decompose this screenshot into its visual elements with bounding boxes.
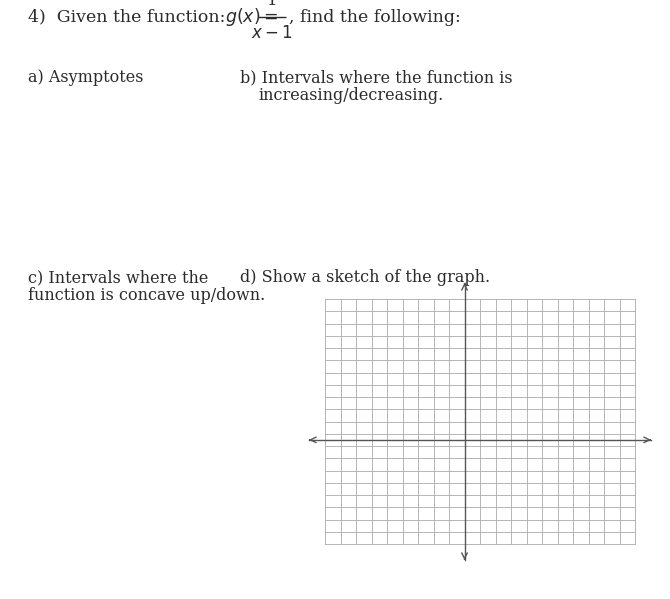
Text: $g(x)=$: $g(x)=$: [225, 6, 278, 28]
Text: , find the following:: , find the following:: [289, 8, 461, 26]
Text: $x-1$: $x-1$: [251, 25, 293, 42]
Text: c) Intervals where the: c) Intervals where the: [28, 269, 208, 286]
Text: 4)  Given the function:: 4) Given the function:: [28, 8, 225, 26]
Text: 1: 1: [267, 0, 277, 9]
Text: b) Intervals where the function is: b) Intervals where the function is: [240, 69, 513, 86]
Text: function is concave up/down.: function is concave up/down.: [28, 287, 265, 304]
Text: d) Show a sketch of the graph.: d) Show a sketch of the graph.: [240, 269, 490, 286]
Text: a) Asymptotes: a) Asymptotes: [28, 69, 143, 86]
Text: increasing/decreasing.: increasing/decreasing.: [258, 87, 444, 104]
